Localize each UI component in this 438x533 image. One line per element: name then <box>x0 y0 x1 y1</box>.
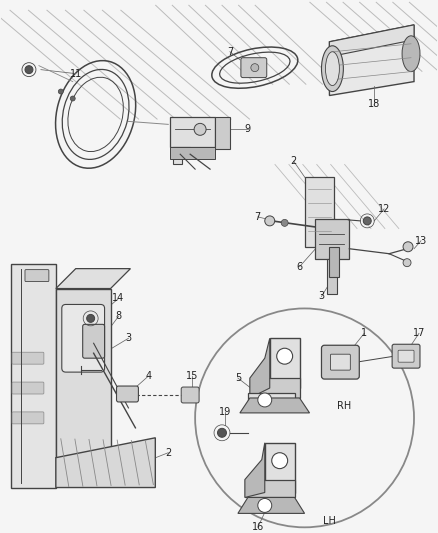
Text: 5: 5 <box>235 373 241 383</box>
Text: 2: 2 <box>290 156 297 166</box>
Polygon shape <box>248 393 295 408</box>
Text: 11: 11 <box>70 69 82 79</box>
Circle shape <box>87 314 95 322</box>
Polygon shape <box>250 378 300 398</box>
Text: 7: 7 <box>254 212 261 222</box>
Text: 13: 13 <box>415 236 427 246</box>
Polygon shape <box>250 338 270 398</box>
Polygon shape <box>56 288 110 458</box>
Polygon shape <box>11 264 56 488</box>
Circle shape <box>70 96 75 101</box>
Polygon shape <box>215 117 230 149</box>
FancyBboxPatch shape <box>12 352 44 364</box>
Polygon shape <box>329 25 414 56</box>
Circle shape <box>258 498 272 512</box>
FancyBboxPatch shape <box>392 344 420 368</box>
Circle shape <box>277 348 293 364</box>
Polygon shape <box>245 480 295 497</box>
Text: 14: 14 <box>113 294 125 303</box>
FancyBboxPatch shape <box>62 304 105 372</box>
Polygon shape <box>56 438 155 488</box>
Text: 18: 18 <box>368 100 380 109</box>
Circle shape <box>281 220 288 227</box>
Text: RH: RH <box>337 401 351 411</box>
Circle shape <box>258 393 272 407</box>
FancyBboxPatch shape <box>83 325 105 358</box>
Text: 9: 9 <box>245 124 251 134</box>
Text: 7: 7 <box>227 47 233 56</box>
Text: 2: 2 <box>165 448 171 458</box>
Polygon shape <box>270 338 300 388</box>
FancyBboxPatch shape <box>241 58 267 78</box>
Text: 4: 4 <box>145 371 152 381</box>
Polygon shape <box>238 497 304 513</box>
Polygon shape <box>173 147 190 164</box>
Text: 16: 16 <box>252 522 264 532</box>
Text: 3: 3 <box>318 292 325 302</box>
Circle shape <box>25 66 33 74</box>
Circle shape <box>218 429 226 437</box>
Circle shape <box>403 259 411 266</box>
Circle shape <box>265 216 275 226</box>
FancyBboxPatch shape <box>330 354 350 370</box>
Circle shape <box>58 89 63 94</box>
Circle shape <box>194 123 206 135</box>
Circle shape <box>272 453 288 469</box>
Text: 15: 15 <box>186 371 198 381</box>
Ellipse shape <box>402 36 420 71</box>
FancyBboxPatch shape <box>181 387 199 403</box>
Polygon shape <box>314 219 350 259</box>
Text: 19: 19 <box>219 407 231 417</box>
Ellipse shape <box>321 46 343 92</box>
Polygon shape <box>245 443 265 497</box>
Text: 17: 17 <box>413 328 425 338</box>
Polygon shape <box>56 269 131 288</box>
Polygon shape <box>329 25 414 95</box>
Text: 6: 6 <box>297 262 303 272</box>
FancyBboxPatch shape <box>12 412 44 424</box>
Text: 1: 1 <box>361 328 367 338</box>
FancyBboxPatch shape <box>321 345 359 379</box>
Polygon shape <box>265 443 295 492</box>
Text: 3: 3 <box>125 333 131 343</box>
Polygon shape <box>170 117 215 147</box>
Circle shape <box>403 242 413 252</box>
FancyBboxPatch shape <box>117 386 138 402</box>
FancyBboxPatch shape <box>398 350 414 362</box>
Polygon shape <box>328 259 337 294</box>
Polygon shape <box>170 147 215 159</box>
Circle shape <box>251 63 259 71</box>
Circle shape <box>363 217 371 225</box>
Polygon shape <box>240 398 310 413</box>
Text: 12: 12 <box>378 204 390 214</box>
Polygon shape <box>304 177 335 247</box>
Text: 8: 8 <box>116 311 122 321</box>
Ellipse shape <box>325 52 339 86</box>
FancyBboxPatch shape <box>25 270 49 281</box>
Text: LH: LH <box>323 516 336 527</box>
FancyBboxPatch shape <box>12 382 44 394</box>
Polygon shape <box>329 247 339 277</box>
